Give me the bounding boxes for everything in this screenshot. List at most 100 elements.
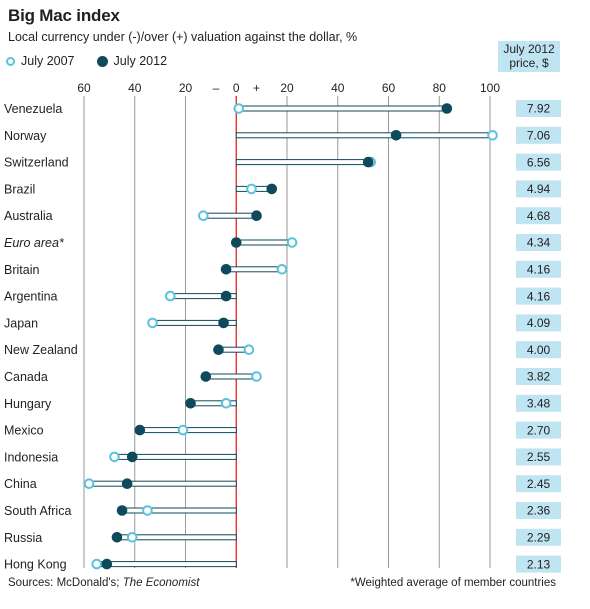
price-box (516, 394, 561, 412)
price-box (516, 234, 561, 251)
price-box (516, 287, 561, 305)
price-value: 4.16 (527, 289, 551, 303)
price-box (516, 555, 561, 573)
country-label: Hungary (4, 397, 52, 411)
price-value: 4.34 (527, 236, 551, 250)
price-value: 2.70 (527, 423, 551, 437)
price-box (516, 180, 561, 198)
chart-title: Big Mac index (8, 6, 120, 25)
x-tick-label: 0 (233, 81, 240, 95)
country-label: Australia (4, 209, 53, 223)
price-box (516, 314, 561, 332)
legend-label-2012: July 2012 (113, 54, 168, 68)
range-connector (235, 105, 448, 112)
price-header-line2: price, $ (509, 56, 549, 70)
x-tick-label: 80 (433, 81, 447, 95)
chart-subtitle: Local currency under (-)/over (+) valuat… (8, 30, 358, 44)
price-box (516, 448, 561, 466)
marker-2007 (220, 398, 232, 409)
footnote: *Weighted average of member countries (350, 577, 556, 589)
marker-2007 (126, 532, 138, 543)
price-value: 3.48 (527, 397, 551, 411)
price-value: 4.94 (527, 182, 551, 196)
price-value: 7.06 (527, 129, 551, 143)
x-tick-label: 100 (480, 81, 500, 95)
country-label: Brazil (4, 182, 35, 196)
country-label: South Africa (4, 504, 71, 518)
marker-2012 (200, 371, 212, 382)
marker-2007 (251, 371, 262, 382)
marker-2007 (233, 103, 245, 114)
country-label: Euro area* (4, 236, 65, 250)
range-connector (225, 266, 283, 273)
x-tick-label: 60 (382, 81, 396, 95)
price-value: 4.16 (527, 263, 551, 277)
range-connector (202, 212, 258, 219)
price-value: 2.13 (527, 557, 551, 571)
marker-2012 (121, 478, 133, 490)
marker-2007 (164, 290, 176, 302)
price-value: 4.00 (527, 343, 551, 357)
price-value: 2.45 (527, 477, 551, 491)
price-box (516, 421, 561, 439)
marker-2007 (177, 424, 189, 436)
filled-circle-icon (96, 55, 108, 67)
price-value: 7.92 (527, 102, 551, 116)
legend: July 2007 July 2012 (6, 54, 189, 68)
country-label: Venezuela (4, 102, 62, 116)
marker-2007 (243, 344, 255, 356)
marker-2012 (251, 210, 262, 221)
price-box (516, 260, 561, 278)
legend-item-2012: July 2012 (96, 54, 168, 68)
marker-2007 (142, 505, 153, 516)
x-tick-label: 60 (77, 81, 91, 95)
price-box (516, 207, 561, 225)
price-value: 2.55 (527, 450, 551, 464)
marker-2012 (116, 505, 128, 516)
marker-2012 (362, 156, 374, 168)
country-label: Russia (4, 531, 42, 545)
marker-2007 (246, 183, 257, 195)
price-header-line1: July 2012 (503, 42, 555, 56)
country-label: Hong Kong (4, 558, 67, 572)
marker-2012 (220, 290, 232, 302)
marker-2007 (276, 264, 288, 275)
price-box (516, 100, 561, 117)
marker-2012 (111, 532, 123, 543)
marker-2012 (126, 451, 138, 463)
marker-2007 (109, 451, 120, 463)
marker-2012 (218, 317, 229, 329)
price-box (516, 126, 561, 144)
price-box (516, 502, 561, 519)
price-value: 2.36 (527, 504, 551, 518)
marker-2012 (134, 424, 146, 436)
marker-2012 (185, 398, 196, 409)
open-circle-icon (6, 56, 15, 66)
sources-publication: The Economist (122, 577, 200, 589)
price-value: 3.82 (527, 370, 551, 384)
price-value: 4.09 (527, 316, 551, 330)
price-value: 6.56 (527, 155, 551, 169)
marker-2007 (147, 317, 158, 329)
marker-2007 (83, 478, 95, 490)
x-tick-label: 20 (280, 81, 294, 95)
marker-2007 (286, 237, 298, 248)
price-box (516, 368, 561, 385)
x-tick-label: 20 (179, 81, 193, 95)
price-column-header: July 2012 price, $ (498, 41, 560, 72)
price-value: 4.68 (527, 209, 551, 223)
country-label: Indonesia (4, 450, 58, 464)
marker-2012 (266, 183, 278, 195)
x-tick-label: – (213, 81, 220, 95)
country-label: Argentina (4, 290, 58, 304)
range-connector (96, 561, 237, 568)
marker-2007 (91, 558, 102, 570)
marker-2012 (220, 264, 232, 275)
price-box (516, 153, 561, 171)
range-connector (205, 373, 258, 380)
marker-2012 (101, 558, 113, 570)
marker-2007 (487, 130, 498, 141)
country-label: China (4, 477, 37, 491)
marker-2012 (441, 103, 453, 114)
